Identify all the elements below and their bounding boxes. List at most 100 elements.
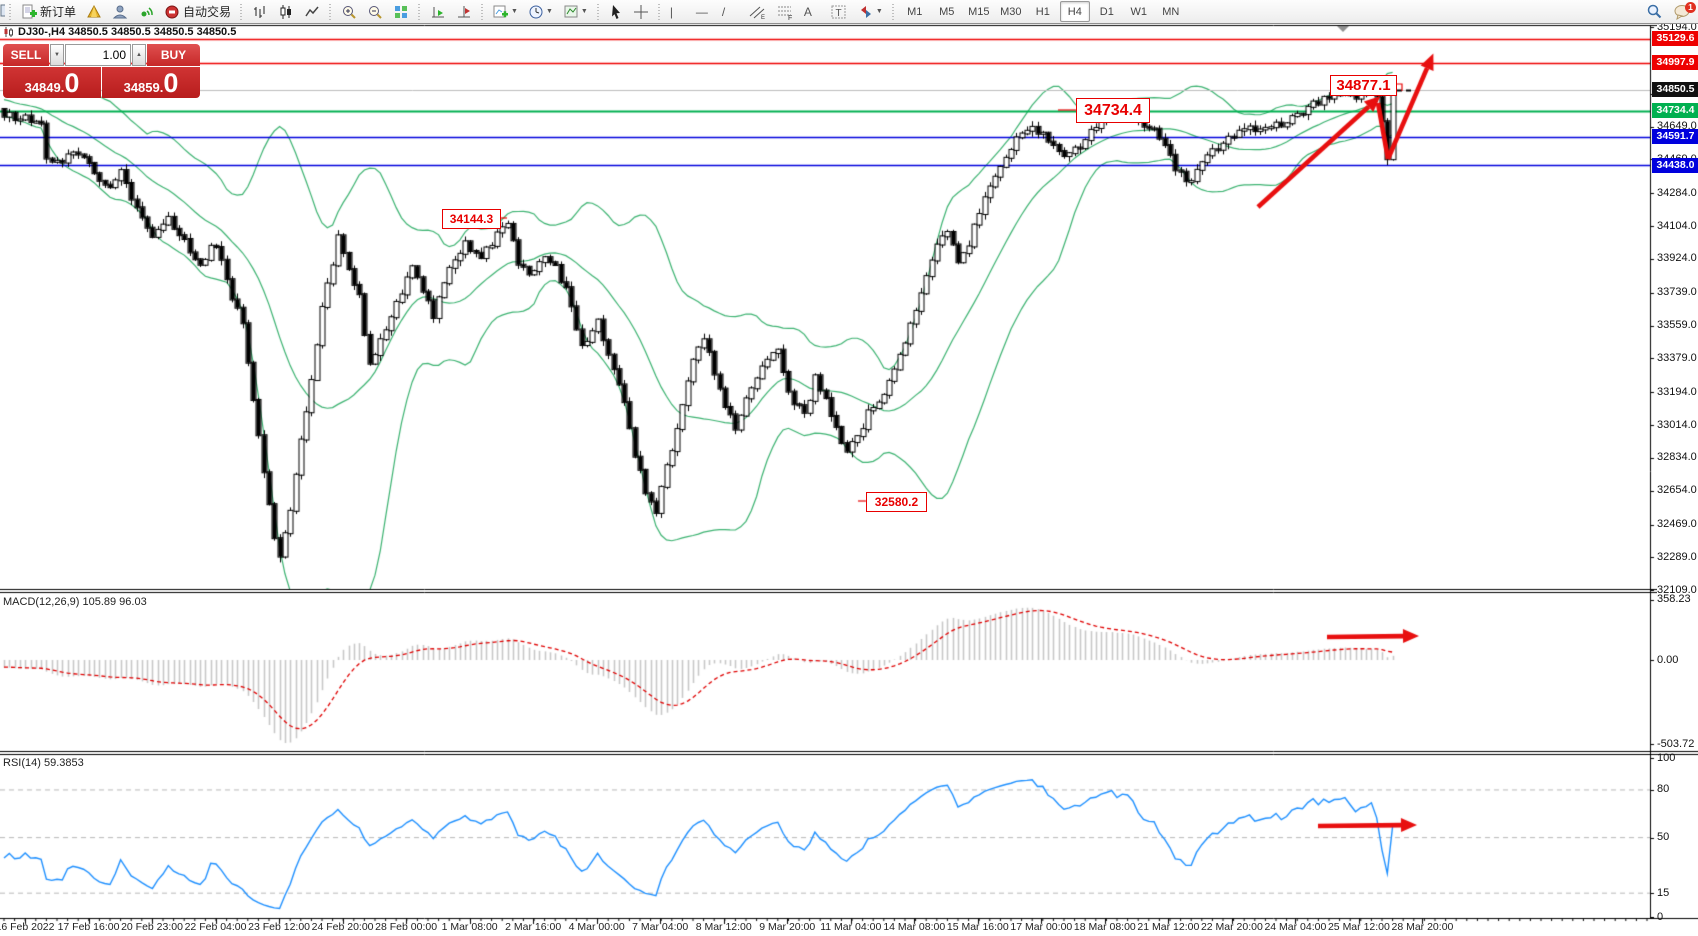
auto-scroll-icon[interactable] (426, 1, 450, 22)
price-level-badge: 34734.4 (1652, 103, 1698, 119)
user-icon[interactable] (108, 1, 132, 22)
auto-trading-button[interactable]: 自动交易 (160, 1, 235, 22)
time-tick-label: 14 Mar 08:00 (883, 921, 946, 933)
tf-h1-button[interactable]: H1 (1035, 5, 1050, 18)
symbol-info-bar: DJ30-,H4 34850.5 34850.5 34850.5 34850.5 (3, 26, 236, 38)
price-callout-label[interactable]: 34877.1 (1330, 75, 1397, 96)
search-icon[interactable] (1642, 1, 1667, 22)
tf-m5-button[interactable]: M5 (939, 5, 955, 18)
volume-decrease-button[interactable]: ▼ (50, 44, 64, 66)
line-chart-icon[interactable] (300, 1, 324, 22)
tf-mn-button[interactable]: MN (1162, 5, 1180, 18)
tf-m30-button[interactable]: M30 (1000, 5, 1022, 18)
ask-price[interactable]: 34859. 0 (102, 67, 200, 98)
toolbar-grip[interactable] (890, 3, 896, 20)
bid-price[interactable]: 34849. 0 (3, 67, 101, 98)
buy-button[interactable]: BUY (147, 44, 200, 66)
one-click-trading-panel: SELL ▼ 1.00 ▲ BUY 34849. 0 34859. 0 (3, 44, 200, 98)
trendline-tool[interactable]: / (721, 4, 726, 19)
horizontal-line-tool[interactable]: — (695, 4, 708, 19)
arrows-tool[interactable]: ▼ (854, 1, 887, 22)
price-tick-label: 32834.0 (1657, 451, 1698, 464)
svg-text:E: E (761, 15, 765, 20)
chevron-down-icon: ▼ (875, 8, 883, 15)
time-tick-label: 7 Mar 04:00 (632, 921, 689, 933)
tf-w1-button[interactable]: W1 (1130, 5, 1148, 18)
volume-input[interactable]: 1.00 (65, 44, 131, 66)
auto-trading-label: 自动交易 (183, 5, 232, 19)
time-tick-label: 24 Feb 20:00 (311, 921, 374, 933)
tf-m1-button[interactable]: M1 (907, 5, 923, 18)
indicators-button[interactable]: ▼ (489, 1, 522, 22)
fibonacci-tool[interactable]: F (772, 1, 798, 22)
time-tick-label: 25 Mar 12:00 (1327, 921, 1390, 933)
text-label-tool[interactable]: T (826, 1, 852, 22)
signals-icon[interactable] (134, 1, 158, 22)
bid-point: . (60, 80, 65, 95)
price-callout-label[interactable]: 34734.4 (1076, 98, 1150, 123)
price-callout-label[interactable]: 32580.2 (866, 492, 927, 512)
toolbar-grip[interactable] (8, 3, 13, 20)
rsi-tick-label: 15 (1657, 886, 1670, 899)
toolbar-grip[interactable] (417, 3, 423, 20)
candlestick-chart-icon[interactable] (274, 1, 298, 22)
time-tick-label: 23 Feb 12:00 (248, 921, 311, 933)
price-callout-label[interactable]: 34144.3 (442, 209, 501, 229)
time-tick-label: 18 Mar 08:00 (1073, 921, 1136, 933)
ask-big-digit: 0 (163, 68, 179, 98)
time-tick-label: 1 Mar 08:00 (441, 921, 498, 933)
rsi-tick-label: 50 (1657, 831, 1670, 844)
periods-button[interactable]: ▼ (524, 1, 557, 22)
templates-button[interactable]: ▼ (559, 1, 592, 22)
price-tick-label: 33194.0 (1657, 385, 1698, 398)
symbol-candle-icon (4, 27, 13, 37)
text-tool[interactable]: A (803, 4, 812, 19)
notifications-button[interactable]: 1 (1669, 1, 1696, 22)
time-tick-label: 2 Mar 16:00 (505, 921, 562, 933)
chevron-down-icon: ▼ (511, 8, 518, 15)
bar-chart-icon[interactable] (248, 1, 272, 22)
tf-d1-button[interactable]: D1 (1099, 5, 1114, 18)
tf-h4-button[interactable]: H4 (1059, 1, 1090, 22)
time-tick-label: 22 Feb 04:00 (184, 921, 247, 933)
price-level-badge: 34997.9 (1652, 55, 1698, 71)
zoom-out-icon[interactable] (363, 1, 387, 22)
macd-tick-label: -503.72 (1657, 737, 1695, 750)
chart-shift-icon[interactable] (452, 1, 476, 22)
price-tick-label: 33559.0 (1657, 319, 1698, 332)
time-tick-label: 4 Mar 00:00 (568, 921, 625, 933)
price-tick-label: 34104.0 (1657, 219, 1698, 232)
channel-tool[interactable]: E (744, 1, 770, 22)
volume-increase-button[interactable]: ▲ (132, 44, 146, 66)
ask-main: 34859 (123, 80, 160, 95)
price-tick-label: 34284.0 (1657, 186, 1698, 199)
toolbar-grip[interactable] (595, 3, 601, 20)
ask-point: . (159, 80, 164, 95)
new-order-label: 新订单 (40, 5, 77, 19)
yellow-cone-icon[interactable] (82, 1, 106, 22)
tf-m15-button[interactable]: M15 (968, 5, 990, 18)
new-order-button[interactable]: 新订单 (17, 1, 80, 22)
time-tick-label: 11 Mar 04:00 (820, 921, 882, 933)
zoom-in-icon[interactable] (337, 1, 361, 22)
chevron-down-icon: ▼ (545, 8, 553, 15)
vertical-line-tool[interactable]: | (669, 4, 673, 19)
symbol-info-text: DJ30-,H4 34850.5 34850.5 34850.5 34850.5 (18, 26, 237, 38)
toolbar-grip[interactable] (480, 3, 486, 20)
toolbar-grip[interactable] (328, 3, 334, 20)
auto-trading-icon (165, 5, 179, 18)
tile-windows-icon[interactable] (389, 1, 413, 22)
cursor-tool[interactable] (605, 1, 627, 22)
rsi-tick-label: 80 (1657, 783, 1670, 796)
svg-text:F: F (788, 15, 792, 20)
sell-button[interactable]: SELL (3, 44, 49, 66)
price-level-badge: 34591.7 (1652, 129, 1698, 145)
price-tick-label: 33014.0 (1657, 418, 1698, 431)
price-tick-label: 32289.0 (1657, 550, 1698, 563)
toolbar-grip[interactable] (239, 3, 245, 20)
time-tick-label: 28 Feb 00:00 (375, 921, 438, 933)
crosshair-tool[interactable] (629, 1, 653, 22)
toolbar-grip[interactable] (656, 3, 662, 20)
